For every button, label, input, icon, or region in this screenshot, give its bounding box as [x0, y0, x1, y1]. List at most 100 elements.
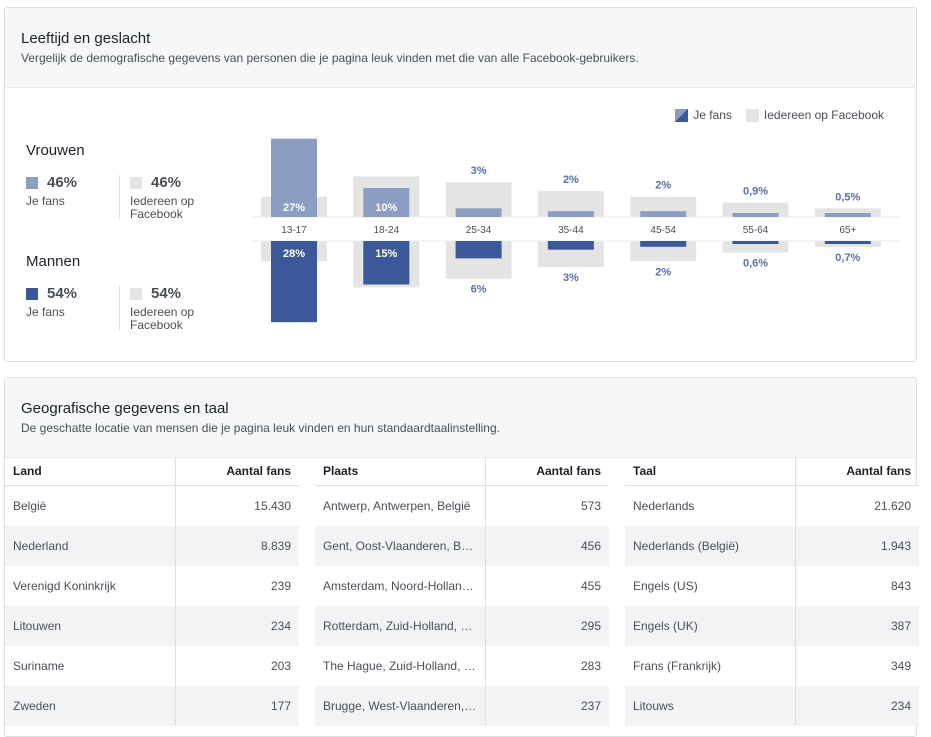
table-row: Suriname 203 [5, 646, 299, 686]
country-table-header: Land Aantal fans [5, 457, 299, 486]
city-name: Gent, Oost-Vlaanderen, België [315, 526, 486, 566]
fan-count: 203 [176, 646, 299, 686]
table-row: Litouws 234 [625, 686, 919, 726]
city-column-header[interactable]: Plaats [315, 457, 486, 485]
country-name: België [5, 486, 176, 526]
fan-count: 843 [796, 566, 919, 606]
country-name: Nederland [5, 526, 176, 566]
table-row: The Hague, Zuid-Holland, Nederland 283 [315, 646, 609, 686]
table-row: Amsterdam, Noord-Holland, Nederland 455 [315, 566, 609, 606]
fan-count: 573 [486, 486, 609, 526]
geo-title: Geografische gegevens en taal [21, 400, 900, 418]
table-row: Gent, Oost-Vlaanderen, België 456 [315, 526, 609, 566]
table-row: Frans (Frankrijk) 349 [625, 646, 919, 686]
city-name: Antwerp, Antwerpen, België [315, 486, 486, 526]
women-fans-value: 2% [655, 180, 671, 192]
men-fans-value: 3% [563, 272, 579, 284]
city-name: Amsterdam, Noord-Holland, Nederland [315, 566, 486, 606]
fan-count: 456 [486, 526, 609, 566]
women-fans-value: 10% [375, 202, 397, 214]
men-fans-bar [825, 241, 871, 244]
table-row: Nederlands (België) 1.943 [625, 526, 919, 566]
city-fans-column-header[interactable]: Aantal fans [486, 457, 609, 485]
language-name: Frans (Frankrijk) [625, 646, 796, 686]
city-table-header: Plaats Aantal fans [315, 457, 609, 486]
table-row: Antwerp, Antwerpen, België 573 [315, 486, 609, 526]
table-row: Rotterdam, Zuid-Holland, Nederland 295 [315, 606, 609, 646]
men-fans-value: 28% [283, 248, 305, 260]
fan-count: 234 [796, 686, 919, 726]
fan-count: 1.943 [796, 526, 919, 566]
country-fans-column-header[interactable]: Aantal fans [176, 457, 299, 485]
geo-subtitle: De geschatte locatie van mensen die je p… [21, 421, 900, 436]
fan-count: 349 [796, 646, 919, 686]
language-name: Engels (US) [625, 566, 796, 606]
city-name: The Hague, Zuid-Holland, Nederland [315, 646, 486, 686]
fan-count: 455 [486, 566, 609, 606]
language-name: Engels (UK) [625, 606, 796, 646]
table-row: Engels (US) 843 [625, 566, 919, 606]
age-tick-label: 45-54 [650, 225, 676, 236]
city-name: Rotterdam, Zuid-Holland, Nederland [315, 606, 486, 646]
women-fans-value: 3% [471, 165, 487, 177]
table-row: Nederland 8.839 [5, 526, 299, 566]
women-fans-bar [733, 213, 779, 217]
men-fans-value: 0,6% [743, 258, 768, 270]
table-row: Litouwen 234 [5, 606, 299, 646]
table-row: Zweden 177 [5, 686, 299, 726]
fan-count: 387 [796, 606, 919, 646]
men-fans-value: 0,7% [835, 252, 860, 264]
fan-count: 15.430 [176, 486, 299, 526]
table-row: Brugge, West-Vlaanderen, België 237 [315, 686, 609, 726]
women-fans-value: 2% [563, 174, 579, 186]
fan-count: 283 [486, 646, 609, 686]
men-fans-bar [456, 241, 502, 258]
men-fans-value: 15% [375, 248, 397, 260]
women-fans-bar [456, 208, 502, 217]
geo-header: Geografische gegevens en taal De geschat… [5, 378, 916, 458]
fan-count: 295 [486, 606, 609, 646]
women-fans-value: 0,5% [835, 191, 860, 203]
geo-language-panel: Geografische gegevens en taal De geschat… [4, 377, 917, 737]
age-tick-label: 65+ [839, 225, 856, 236]
age-tick-label: 25-34 [466, 225, 492, 236]
age-tick-label: 55-64 [743, 225, 769, 236]
language-name: Nederlands [625, 486, 796, 526]
women-fans-bar [548, 211, 594, 217]
men-fans-value: 2% [655, 266, 671, 278]
fan-count: 234 [176, 606, 299, 646]
age-gender-chart: 13-17 27% 28% 18-24 10% 15% 25-34 3% 6% 35-44 2% 3%… [5, 8, 916, 361]
country-name: Verenigd Koninkrijk [5, 566, 176, 606]
age-tick-label: 13-17 [281, 225, 307, 236]
country-name: Suriname [5, 646, 176, 686]
men-fans-value: 6% [471, 284, 487, 296]
women-fans-value: 27% [283, 202, 305, 214]
age-tick-label: 18-24 [374, 225, 400, 236]
country-column-header[interactable]: Land [5, 457, 176, 485]
women-fans-value: 0,9% [743, 186, 768, 198]
language-table: Taal Aantal fans Nederlands 21.620 Nederl… [625, 457, 919, 726]
fan-count: 177 [176, 686, 299, 726]
fan-count: 8.839 [176, 526, 299, 566]
table-row: Engels (UK) 387 [625, 606, 919, 646]
table-row: Verenigd Koninkrijk 239 [5, 566, 299, 606]
table-row: België 15.430 [5, 486, 299, 526]
country-name: Litouwen [5, 606, 176, 646]
women-fans-bar [640, 211, 686, 217]
language-fans-column-header[interactable]: Aantal fans [796, 457, 919, 485]
city-table: Plaats Aantal fans Antwerp, Antwerpen, B… [315, 457, 609, 726]
language-table-header: Taal Aantal fans [625, 457, 919, 486]
men-fans-bar [640, 241, 686, 247]
men-fans-bar [733, 241, 779, 244]
city-name: Brugge, West-Vlaanderen, België [315, 686, 486, 726]
country-table: Land Aantal fans België 15.430 Nederland 8… [5, 457, 299, 726]
language-column-header[interactable]: Taal [625, 457, 796, 485]
fan-count: 237 [486, 686, 609, 726]
age-gender-panel: Leeftijd en geslacht Vergelijk de demogr… [4, 7, 917, 362]
men-fans-bar [548, 241, 594, 250]
fan-count: 239 [176, 566, 299, 606]
language-name: Litouws [625, 686, 796, 726]
fan-count: 21.620 [796, 486, 919, 526]
women-fans-bar [825, 213, 871, 217]
country-name: Zweden [5, 686, 176, 726]
